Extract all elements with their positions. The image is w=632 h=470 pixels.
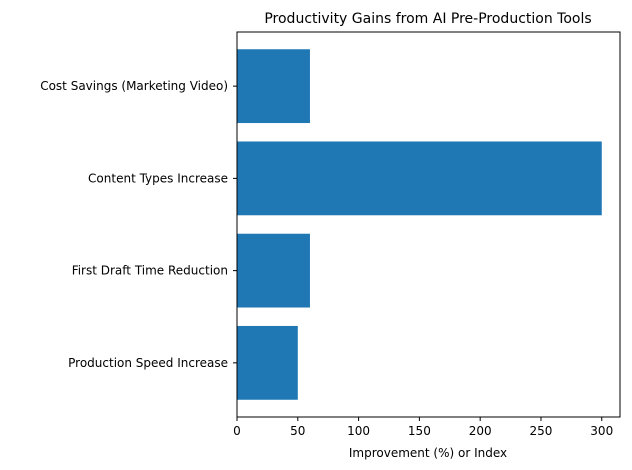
x-tick-label: 250 bbox=[530, 424, 553, 438]
x-tick-label: 200 bbox=[469, 424, 492, 438]
plot-frame bbox=[236, 31, 621, 418]
y-tick-label: Production Speed Increase bbox=[68, 356, 228, 370]
bar bbox=[237, 141, 602, 216]
x-tick-label: 50 bbox=[290, 424, 305, 438]
x-tick-label: 0 bbox=[233, 424, 241, 438]
x-axis-label: Improvement (%) or Index bbox=[349, 446, 507, 460]
x-tick-label: 100 bbox=[347, 424, 370, 438]
y-tick-label: Content Types Increase bbox=[88, 171, 228, 185]
bar bbox=[237, 233, 310, 308]
x-tick-label: 150 bbox=[408, 424, 431, 438]
bar bbox=[237, 49, 310, 124]
y-tick-label: Cost Savings (Marketing Video) bbox=[40, 79, 228, 93]
y-tick-label: First Draft Time Reduction bbox=[72, 264, 228, 278]
chart-title: Productivity Gains from AI Pre-Productio… bbox=[264, 11, 591, 27]
bar bbox=[237, 325, 298, 400]
x-tick-label: 300 bbox=[590, 424, 613, 438]
